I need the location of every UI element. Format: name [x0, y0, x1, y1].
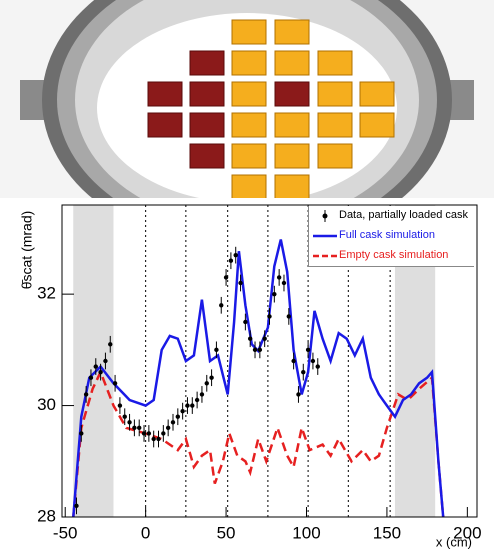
data-point: [238, 280, 243, 286]
data-point: [272, 291, 277, 297]
data-point: [185, 403, 190, 408]
data-point: [262, 336, 267, 341]
data-point: [108, 342, 113, 347]
data-point: [301, 369, 306, 375]
data-point: [141, 431, 147, 436]
data-point: [305, 347, 311, 353]
legend-entry: Full cask simulation: [309, 226, 474, 246]
data-point: [310, 358, 316, 364]
data-point: [112, 381, 118, 386]
x-tick-label: 200: [453, 523, 481, 542]
legend-entry: Data, partially loaded cask: [309, 206, 474, 226]
data-point: [194, 397, 200, 403]
data-point: [190, 403, 195, 408]
y-axis-label: θ̄scat (mrad): [19, 211, 35, 290]
data-point: [175, 414, 181, 419]
data-point: [267, 314, 272, 319]
data-point: [161, 431, 166, 436]
data-point: [199, 392, 205, 397]
y-tick-label: 28: [37, 506, 56, 525]
data-point: [156, 436, 161, 442]
data-point: [132, 425, 137, 431]
data-point: [204, 381, 209, 386]
legend-label: Full cask simulation: [339, 229, 435, 241]
data-point: [180, 408, 185, 414]
data-point: [79, 431, 84, 436]
data-point: [214, 347, 219, 353]
data-point: [103, 358, 108, 364]
data-point: [281, 280, 287, 286]
data-point: [151, 436, 156, 442]
x-axis-label: x (cm): [436, 534, 472, 549]
x-tick-label: 150: [373, 523, 401, 542]
data-point: [209, 375, 214, 380]
legend-marker: [322, 210, 328, 222]
data-point: [137, 425, 142, 431]
data-point: [247, 336, 253, 341]
data-point: [122, 414, 127, 419]
data-point: [233, 252, 238, 258]
legend-entry: Empty cask simulation: [309, 246, 474, 266]
data-point: [257, 347, 263, 353]
data-point: [291, 358, 296, 364]
data-point: [83, 392, 89, 397]
data-point: [276, 275, 282, 280]
data-point: [296, 392, 301, 397]
data-point: [228, 258, 234, 263]
x-tick-label: -50: [53, 523, 78, 542]
legend: Data, partially loaded cask Full cask sim…: [308, 206, 474, 267]
data-point: [127, 420, 132, 425]
data-point: [74, 503, 79, 509]
data-point: [243, 319, 248, 325]
data-point: [219, 303, 224, 308]
data-point: [88, 375, 94, 380]
x-tick-label: 50: [217, 523, 236, 542]
x-tick-label: 100: [292, 523, 320, 542]
legend-marker: [313, 234, 337, 238]
data-point: [252, 347, 258, 353]
data-point: [170, 420, 176, 425]
data-point: [117, 403, 123, 408]
data-point: [98, 369, 103, 375]
data-point: [165, 425, 171, 431]
data-point: [286, 314, 292, 319]
legend-marker-dot: [322, 213, 328, 219]
data-point: [146, 431, 152, 436]
y-tick-label: 30: [37, 395, 56, 414]
data-point: [223, 275, 229, 280]
data-point: [315, 364, 320, 369]
legend-label: Empty cask simulation: [339, 249, 449, 261]
x-tick-label: 0: [141, 523, 150, 542]
legend-label: Data, partially loaded cask: [339, 209, 469, 221]
legend-marker: [313, 254, 337, 258]
plot-frame: [61, 204, 478, 518]
y-tick-label: 32: [37, 284, 56, 303]
data-point: [93, 364, 98, 369]
cask-diagram: [0, 0, 494, 250]
series-line: [72, 239, 445, 518]
